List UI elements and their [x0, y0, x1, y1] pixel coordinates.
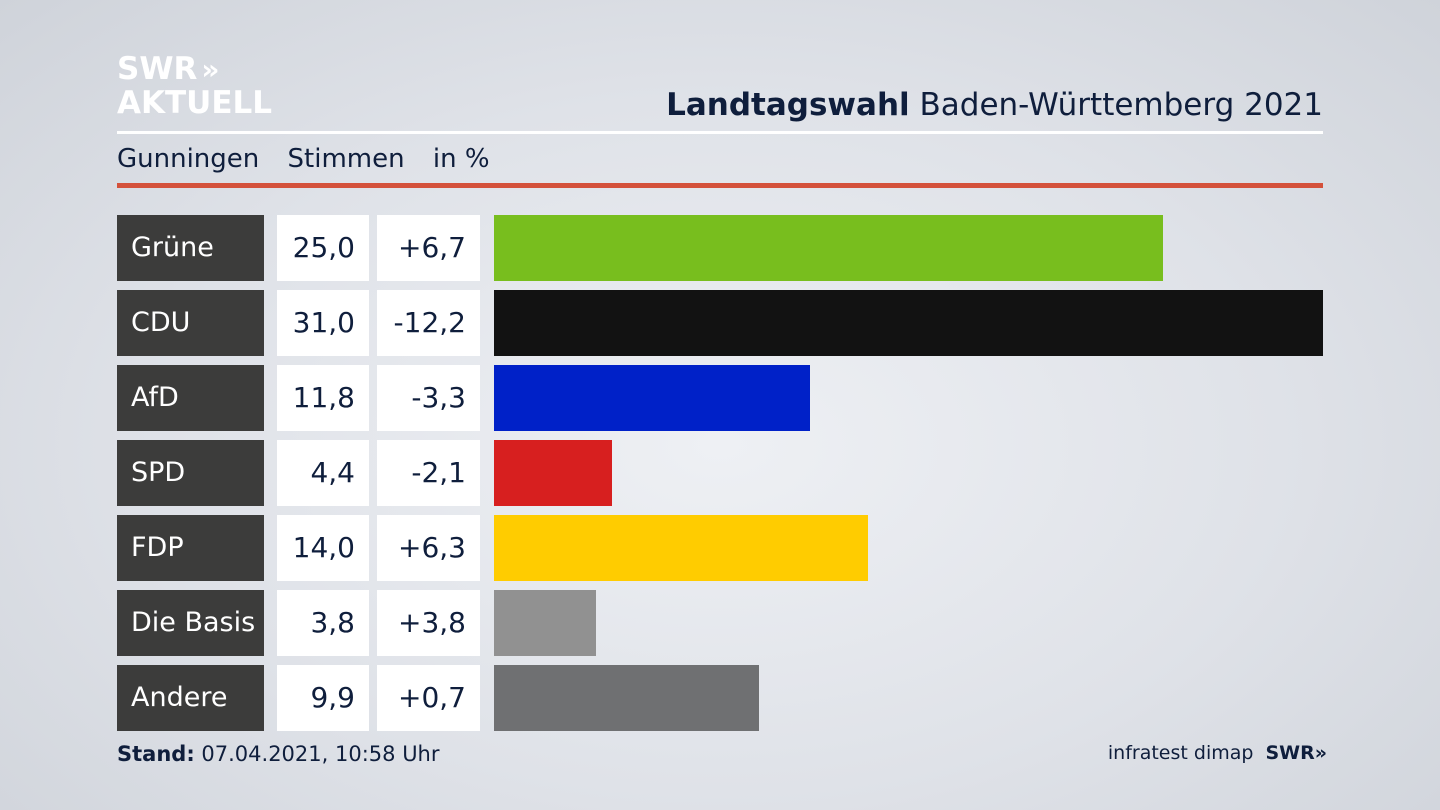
source-arrows-icon: » [1314, 742, 1327, 764]
header-divider [117, 131, 1323, 134]
result-bar [494, 665, 759, 731]
logo-line1: SWR [117, 51, 198, 87]
party-label: Andere [117, 665, 264, 731]
change-value: +3,8 [377, 590, 480, 656]
vote-share-value: 25,0 [277, 215, 369, 281]
source-credit: infratest dimap SWR» [1107, 742, 1327, 764]
result-bar [494, 440, 612, 506]
swr-aktuell-logo: SWR» AKTUELL [117, 54, 272, 119]
page-title: Landtagswahl Baden-Württemberg 2021 [666, 87, 1323, 123]
subtitle: Gunningen Stimmen in % [117, 144, 510, 174]
party-label: CDU [117, 290, 264, 356]
subtitle-unit: in % [432, 144, 490, 174]
timestamp: Stand: 07.04.2021, 10:58 Uhr [117, 742, 440, 766]
timestamp-label: Stand: [117, 742, 195, 766]
result-row: FDP 14,0 +6,3 [117, 515, 1323, 581]
result-bar [494, 515, 868, 581]
result-row: SPD 4,4 -2,1 [117, 440, 1323, 506]
result-row: Andere 9,9 +0,7 [117, 665, 1323, 731]
timestamp-value: 07.04.2021, 10:58 Uhr [201, 742, 440, 766]
vote-share-value: 14,0 [277, 515, 369, 581]
change-value: +6,7 [377, 215, 480, 281]
result-row: AfD 11,8 -3,3 [117, 365, 1323, 431]
vote-share-value: 11,8 [277, 365, 369, 431]
title-bold: Landtagswahl [666, 87, 910, 123]
source-brand-text: SWR [1265, 742, 1315, 764]
result-row: Die Basis 3,8 +3,8 [117, 590, 1323, 656]
logo-arrows-icon: » [201, 52, 219, 86]
result-bar [494, 290, 1323, 356]
title-rest: Baden-Württemberg 2021 [919, 87, 1323, 123]
subtitle-measure: Stimmen [287, 144, 405, 174]
change-value: +0,7 [377, 665, 480, 731]
vote-share-value: 3,8 [277, 590, 369, 656]
vote-share-value: 31,0 [277, 290, 369, 356]
result-row: CDU 31,0 -12,2 [117, 290, 1323, 356]
change-value: -12,2 [377, 290, 480, 356]
result-bar [494, 365, 810, 431]
change-value: -2,1 [377, 440, 480, 506]
source-text: infratest dimap [1107, 742, 1254, 764]
party-label: FDP [117, 515, 264, 581]
result-row: Grüne 25,0 +6,7 [117, 215, 1323, 281]
result-bar [494, 215, 1163, 281]
subtitle-place: Gunningen [117, 144, 260, 174]
vote-share-value: 4,4 [277, 440, 369, 506]
result-bar [494, 590, 596, 656]
source-brand: SWR» [1265, 742, 1327, 764]
party-label: SPD [117, 440, 264, 506]
change-value: -3,3 [377, 365, 480, 431]
party-label: Die Basis [117, 590, 264, 656]
party-label: AfD [117, 365, 264, 431]
party-label: Grüne [117, 215, 264, 281]
vote-share-value: 9,9 [277, 665, 369, 731]
accent-divider [117, 183, 1323, 188]
change-value: +6,3 [377, 515, 480, 581]
logo-line2: AKTUELL [117, 85, 273, 121]
